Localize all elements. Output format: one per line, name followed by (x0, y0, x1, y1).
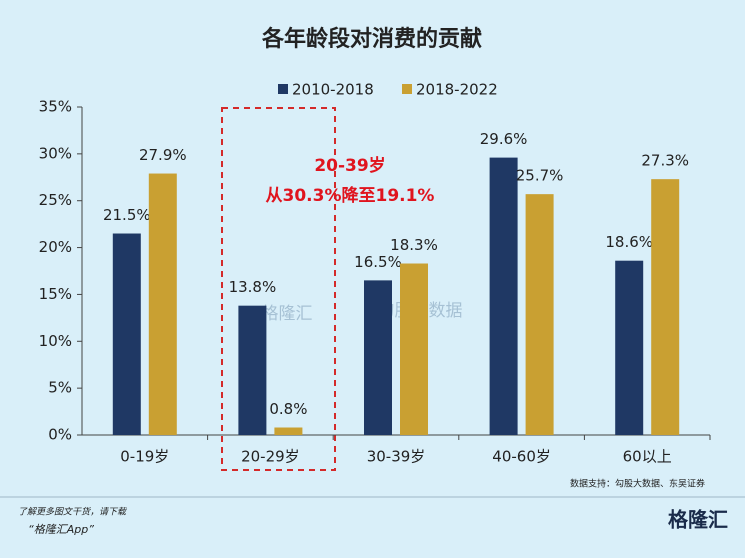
legend-swatch (402, 84, 412, 94)
y-tick-label: 5% (48, 379, 72, 397)
bar (525, 194, 554, 435)
value-label: 16.5% (354, 253, 402, 271)
value-label: 27.3% (641, 152, 689, 170)
value-label: 29.6% (480, 130, 528, 148)
value-label: 27.9% (139, 146, 187, 164)
value-label: 25.7% (516, 167, 564, 185)
source: 数据支持：勾股大数据、东吴证券 (570, 478, 705, 490)
footer-text: 了解更多图文干货，请下载 (18, 507, 127, 518)
value-label: 18.6% (605, 233, 653, 251)
value-label: 13.8% (229, 278, 277, 296)
y-tick-label: 20% (39, 238, 72, 256)
y-tick-label: 0% (48, 426, 72, 444)
legend-label: 2018-2022 (416, 81, 498, 99)
watermark: 格隆汇 (262, 304, 313, 324)
bar (400, 263, 428, 435)
x-tick-label: 40-60岁 (492, 448, 551, 466)
value-label: 18.3% (390, 236, 438, 254)
footer-text: “格隆汇App” (28, 523, 94, 536)
highlight-box (221, 107, 336, 471)
bar (274, 427, 303, 435)
bar (615, 260, 644, 435)
bar (651, 179, 680, 435)
x-tick-label: 0-19岁 (120, 448, 169, 466)
value-label: 0.8% (269, 400, 307, 418)
chart-title: 各年龄段对消费的贡献 (261, 26, 482, 52)
bar (112, 233, 141, 435)
x-tick-label: 20-29岁 (241, 448, 300, 466)
value-label: 21.5% (103, 206, 151, 224)
bar (489, 157, 518, 435)
annotation: 从30.3%降至19.1% (266, 185, 435, 206)
x-tick-label: 60以上 (623, 448, 672, 466)
y-tick-label: 30% (39, 144, 72, 162)
bar (238, 305, 267, 435)
legend-label: 2010-2018 (292, 81, 374, 99)
y-tick-label: 15% (39, 285, 72, 303)
x-tick-label: 30-39岁 (367, 448, 426, 466)
bar (364, 280, 392, 435)
bar (148, 173, 177, 435)
y-tick-label: 35% (39, 98, 72, 116)
y-tick-label: 10% (39, 332, 72, 350)
logo: 格隆汇 (668, 508, 728, 532)
legend-swatch (278, 84, 288, 94)
annotation: 20-39岁 (314, 155, 385, 176)
y-tick-label: 25% (39, 191, 72, 209)
